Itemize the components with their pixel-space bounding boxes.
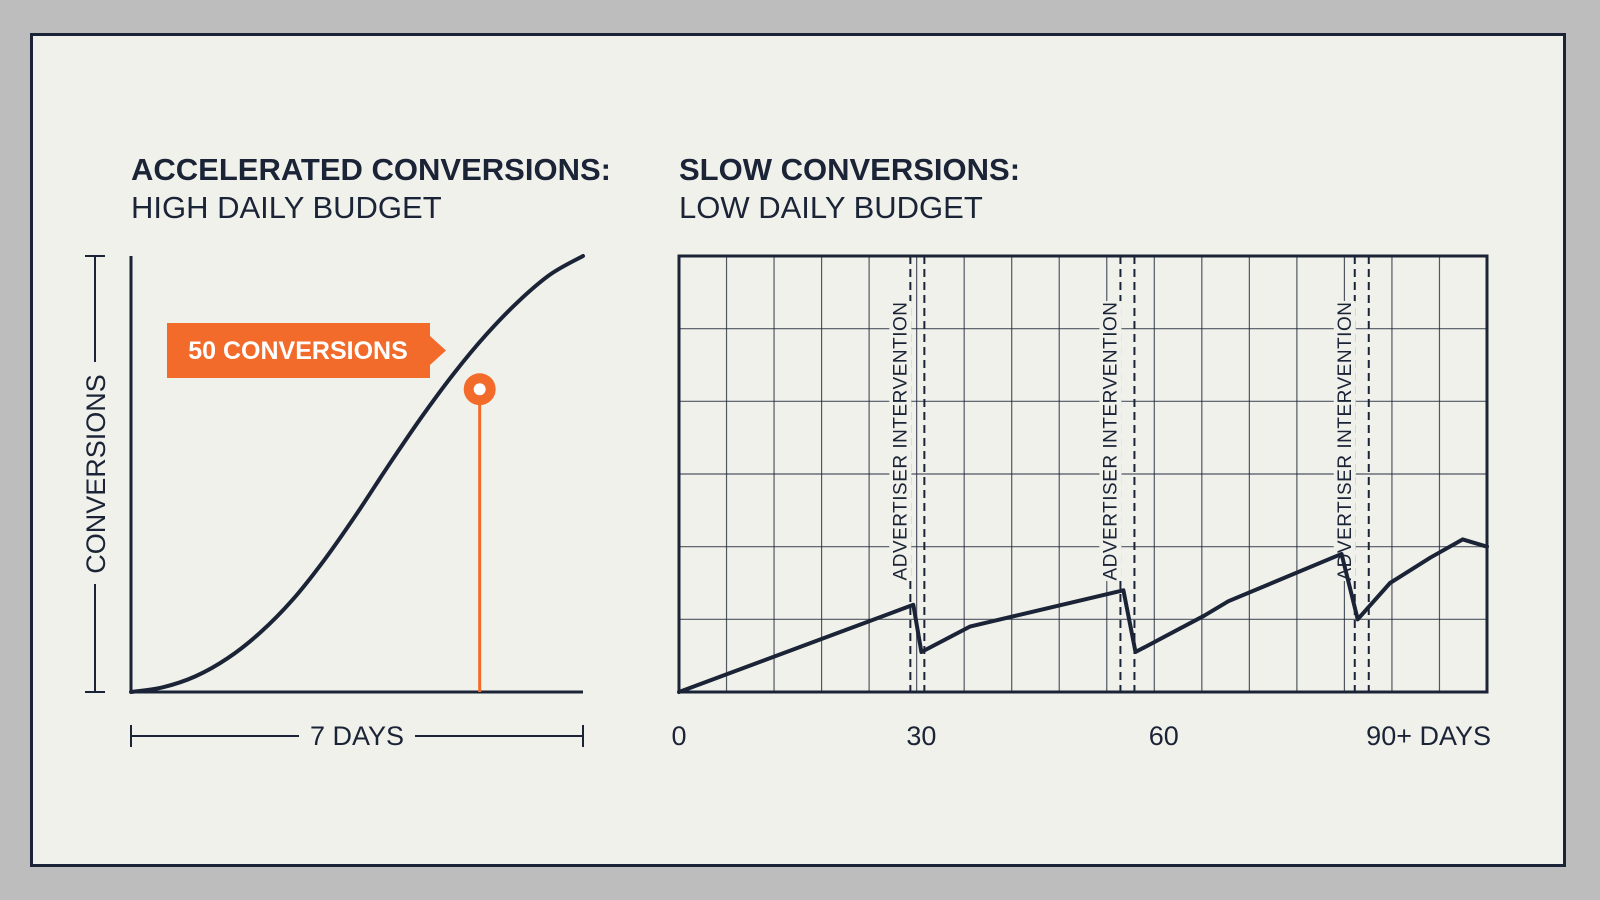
right-x-tick-labels: 0 30 60 90+ DAYS <box>671 721 1491 751</box>
figure-canvas: ACCELERATED CONVERSIONS: HIGH DAILY BUDG… <box>81 152 1491 751</box>
left-series-line <box>129 254 585 694</box>
right-chart-subtitle: LOW DAILY BUDGET <box>679 190 983 225</box>
left-y-axis-label: CONVERSIONS <box>81 374 111 574</box>
figure-frame: ACCELERATED CONVERSIONS: HIGH DAILY BUDG… <box>30 33 1566 867</box>
intervention-label: ADVERTISER INTERVENTION <box>1100 302 1121 581</box>
left-x-axis-label: 7 DAYS <box>310 721 404 751</box>
left-y-dimension <box>85 255 105 693</box>
left-axes <box>129 256 583 694</box>
annotation-callout-box <box>167 323 430 378</box>
x-tick-label: 60 <box>1149 721 1179 751</box>
intervention-label: ADVERTISER INTERVENTION <box>1335 302 1356 581</box>
intervention-label-bg <box>1333 301 1356 581</box>
x-tick-label: 90+ DAYS <box>1366 721 1491 751</box>
left-chart-title: ACCELERATED CONVERSIONS: <box>131 152 611 187</box>
right-series-line <box>677 537 1489 694</box>
right-plot-border <box>677 254 1489 694</box>
annotation-marker-center <box>473 383 486 396</box>
intervention-label-bg <box>1099 301 1122 581</box>
right-interventions: ADVERTISER INTERVENTION ADVERTISER INTERV… <box>889 256 1370 692</box>
annotation-callout-pointer <box>430 336 446 365</box>
right-chart-title: SLOW CONVERSIONS: <box>679 152 1020 187</box>
conversion-annotation: 50 CONVERSIONS <box>167 323 496 692</box>
right-grid <box>679 256 1487 692</box>
annotation-label: 50 CONVERSIONS <box>188 337 408 365</box>
x-tick-label: 30 <box>906 721 936 751</box>
left-chart-subtitle: HIGH DAILY BUDGET <box>131 190 442 225</box>
intervention-label-bg <box>889 301 912 581</box>
intervention-label: ADVERTISER INTERVENTION <box>890 302 911 581</box>
x-tick-label: 0 <box>671 721 686 751</box>
left-x-dimension <box>130 725 584 747</box>
